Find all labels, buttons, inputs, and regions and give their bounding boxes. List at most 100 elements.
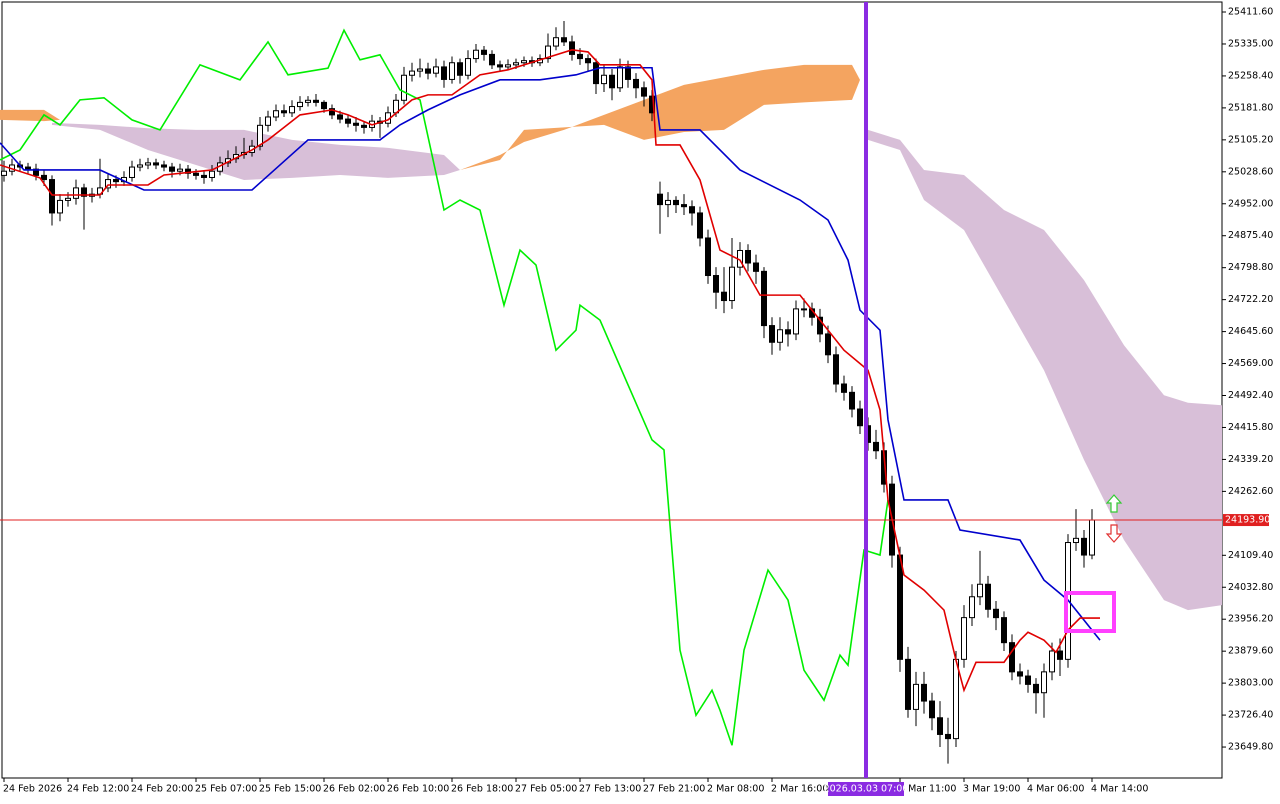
candle-body (721, 291, 727, 302)
y-tick-label: 23879.60 (1228, 646, 1273, 657)
x-tick-label: 24 Feb 20:00 (131, 784, 193, 795)
candle-body (457, 62, 463, 76)
y-tick-label: 24569.00 (1228, 358, 1273, 369)
candle-body (977, 583, 983, 598)
x-tick-label: 24 Feb 2026 (3, 784, 62, 795)
y-tick-label: 24645.60 (1228, 326, 1273, 337)
candle-body (297, 101, 303, 108)
candle-body (401, 74, 407, 101)
current-price-label: 24193.90 (1225, 515, 1270, 526)
indicator-lines (0, 28, 1101, 746)
candle-body (81, 187, 87, 197)
y-tick-label: 24798.80 (1228, 262, 1273, 273)
candle-body (281, 110, 287, 114)
indicator-line (0, 28, 889, 746)
x-tick-label: 27 Feb 05:00 (515, 784, 577, 795)
up-arrow (1105, 494, 1123, 513)
candle-body (449, 62, 455, 80)
candle-body (777, 329, 783, 343)
y-tick-label: 24109.40 (1228, 550, 1273, 561)
x-tick-label: 2 Mar 08:00 (707, 784, 764, 795)
candle-body (849, 391, 855, 410)
candle-body (265, 116, 271, 126)
candle-body (153, 162, 159, 166)
candle-body (969, 596, 975, 619)
annotations (1064, 494, 1123, 633)
candle-body (801, 308, 807, 311)
candle-body (857, 408, 863, 427)
y-tick-label: 25411.60 (1228, 7, 1273, 18)
candle-body (561, 37, 567, 43)
cloud (460, 64, 860, 170)
current-price-box (1223, 514, 1269, 527)
y-tick-label: 25105.20 (1228, 134, 1273, 145)
candle-body (1081, 537, 1087, 556)
y-tick-label: 24415.80 (1228, 422, 1273, 433)
candle-body (417, 68, 423, 72)
candle-body (601, 74, 607, 85)
candle-body (193, 172, 199, 176)
candle-body (961, 617, 967, 660)
candle-body (641, 87, 647, 97)
candle-body (569, 41, 575, 55)
y-tick-label: 24722.20 (1228, 294, 1273, 305)
candle-body (497, 64, 503, 68)
candle-body (73, 187, 79, 199)
candle-body (209, 170, 215, 178)
candle-body (465, 58, 471, 76)
cloud (0, 109, 60, 122)
candle-body (425, 68, 431, 74)
candle-body (177, 168, 183, 172)
candle-body (1049, 650, 1055, 673)
candle-body (1041, 671, 1047, 694)
candle-body (65, 197, 71, 201)
candle-body (513, 62, 519, 66)
candle-body (481, 49, 487, 55)
candle-body (681, 204, 687, 208)
x-tick-label: 4 Mar 06:00 (1027, 784, 1084, 795)
y-tick-label: 24492.40 (1228, 390, 1273, 401)
x-tick-label: 25 Feb 07:00 (195, 784, 257, 795)
candle-body (593, 62, 599, 85)
axes: 25411.60 25335.00 25258.40 25181.80 25105.20… (3, 7, 1273, 795)
candle-body (761, 270, 767, 327)
y-tick-label: 25335.00 (1228, 38, 1273, 49)
overlay: 24193.90 2026.03.03 07:00 (0, 2, 1270, 796)
cloud (52, 122, 460, 180)
candle-body (953, 658, 959, 740)
candle-body (33, 168, 39, 176)
candle-body (625, 66, 631, 80)
y-tick-label: 25028.60 (1228, 166, 1273, 177)
candle-body (689, 206, 695, 214)
candle-body (113, 179, 119, 183)
candle-body (137, 164, 143, 168)
y-tick-label: 24262.60 (1228, 486, 1273, 497)
candle-body (433, 66, 439, 74)
candle-body (873, 441, 879, 452)
x-tick-label: 26 Feb 18:00 (451, 784, 513, 795)
indicator-line (0, 66, 1101, 641)
candle-body (337, 114, 343, 120)
candle-body (825, 333, 831, 356)
candle-body (705, 237, 711, 277)
candle-body (617, 66, 623, 89)
candle-body (657, 193, 663, 206)
candle-body (841, 383, 847, 393)
candle-body (1017, 671, 1023, 677)
candle-body (673, 199, 679, 206)
candle-body (913, 683, 919, 710)
candle-body (545, 45, 551, 60)
candle-body (753, 262, 759, 272)
candle-body (441, 66, 447, 80)
y-tick-label: 23726.40 (1228, 710, 1273, 721)
candle-body (697, 212, 703, 239)
candle-body (1009, 642, 1015, 673)
candle-body (929, 700, 935, 719)
candle-body (817, 316, 823, 335)
candle-body (649, 95, 655, 114)
candle-body (361, 124, 367, 128)
y-tick-label: 25181.80 (1228, 102, 1273, 113)
highlight-box (1064, 591, 1116, 633)
candle-body (713, 275, 719, 293)
